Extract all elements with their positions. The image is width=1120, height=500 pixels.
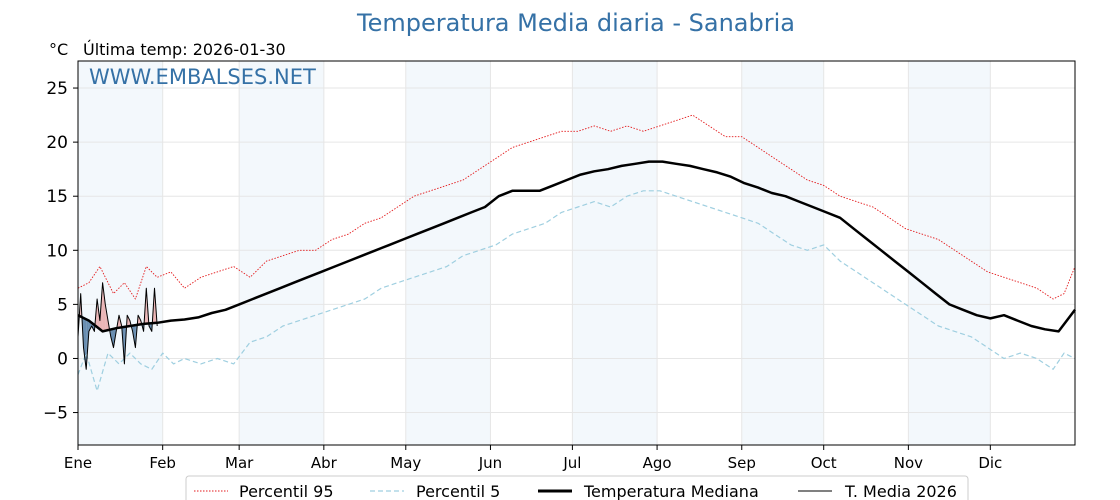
legend-label-median: Temperatura Mediana xyxy=(583,482,759,500)
x-tick-label: Mar xyxy=(225,454,254,472)
y-tick-label: 5 xyxy=(57,295,68,315)
x-tick-label: May xyxy=(390,454,421,472)
legend-box xyxy=(185,475,969,500)
month-band xyxy=(239,61,324,445)
series-lines xyxy=(77,114,1076,392)
month-band xyxy=(741,61,824,445)
x-tick-label: Nov xyxy=(894,454,923,472)
x-tick-label: Ene xyxy=(64,454,92,472)
p95-line xyxy=(77,114,1076,300)
grid-lines xyxy=(77,61,1075,445)
current-year-line xyxy=(77,282,158,370)
y-tick-label: 15 xyxy=(46,187,68,207)
month-band xyxy=(572,61,658,445)
y-tick-label: 25 xyxy=(46,79,68,99)
y-tick-label: 0 xyxy=(57,349,68,369)
x-tick-label: Abr xyxy=(311,454,338,472)
legend: Percentil 95 Percentil 5 Temperatura Med… xyxy=(185,475,969,500)
x-tick-label: Feb xyxy=(149,454,176,472)
plot-frame xyxy=(77,60,1076,446)
month-band xyxy=(405,61,491,445)
x-axis: Ene Feb Mar Abr May Jun Jul Ago Sep Oct Nov Dic xyxy=(64,445,1002,472)
legend-label-p5: Percentil 5 xyxy=(416,482,500,500)
month-band xyxy=(908,61,991,445)
x-tick-label: Ago xyxy=(643,454,672,472)
y-tick-label: −5 xyxy=(43,404,68,424)
month-bands xyxy=(78,61,991,445)
x-tick-label: Dic xyxy=(978,454,1002,472)
x-tick-label: Sep xyxy=(728,454,756,472)
above-median-fill xyxy=(102,282,106,332)
legend-label-2026: T. Media 2026 xyxy=(844,482,957,500)
month-band xyxy=(78,61,163,445)
median-line xyxy=(77,160,1076,333)
y-tick-label: 10 xyxy=(46,241,68,261)
x-tick-label: Jul xyxy=(562,454,581,472)
unit-label: °C xyxy=(49,40,68,59)
y-tick-label: 20 xyxy=(46,133,68,153)
watermark: WWW.EMBALSES.NET xyxy=(89,65,316,89)
y-axis: −5 0 5 10 15 20 25 xyxy=(43,79,78,424)
chart-title: Temperatura Media diaria - Sanabria xyxy=(356,9,795,37)
x-tick-label: Oct xyxy=(811,454,837,472)
legend-label-p95: Percentil 95 xyxy=(239,482,334,500)
above-median-fill xyxy=(127,315,130,327)
last-temp-label: Última temp: 2026-01-30 xyxy=(83,40,286,59)
p5-line xyxy=(77,190,1076,392)
x-tick-label: Jun xyxy=(478,454,502,472)
